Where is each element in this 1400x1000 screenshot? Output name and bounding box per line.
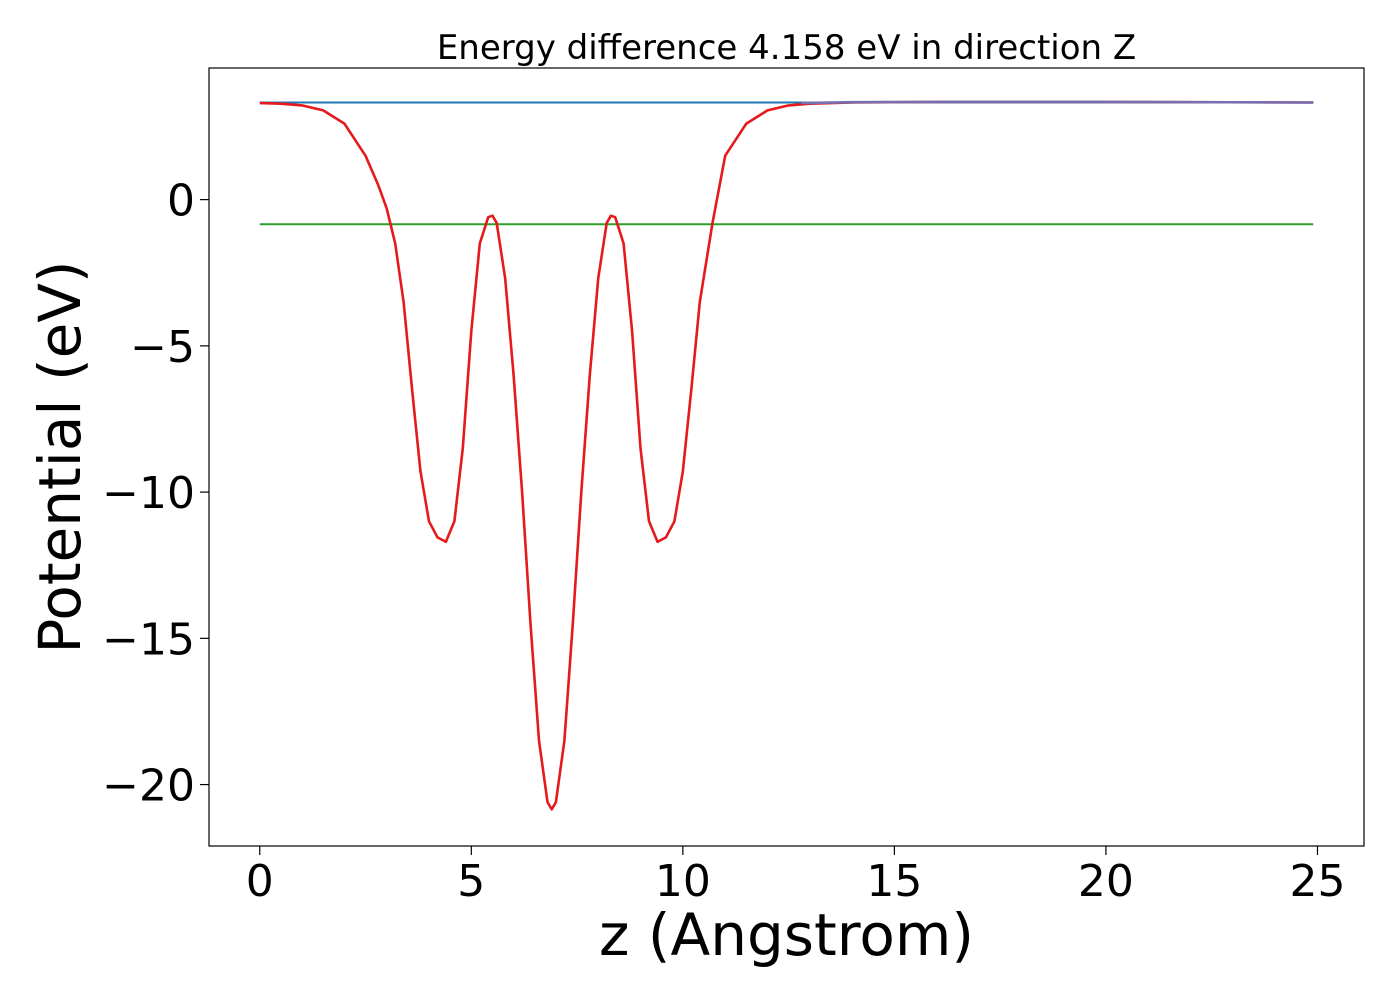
- y-tick-label: −10: [102, 468, 195, 519]
- series-line-3: [259, 100, 1314, 811]
- y-tick-label: −20: [102, 761, 195, 812]
- plot-frame: [208, 67, 1365, 847]
- y-axis-label: Potential (eV): [26, 260, 94, 653]
- x-tick-label: 0: [246, 856, 274, 907]
- y-axis-ticks: 0 −5 −10 −15 −20: [102, 176, 209, 812]
- x-tick-label: 20: [1078, 856, 1134, 907]
- x-tick-label: 5: [457, 856, 485, 907]
- x-tick-label: 10: [655, 856, 711, 907]
- x-axis-label: z (Angstrom): [599, 901, 974, 969]
- x-tick-label: 15: [866, 856, 922, 907]
- y-tick-label: −5: [130, 322, 195, 373]
- series-layer: [259, 100, 1314, 811]
- series-line-4: [801, 100, 1314, 105]
- x-tick-label: 25: [1289, 856, 1345, 907]
- chart-title: Energy difference 4.158 eV in direction …: [437, 28, 1136, 68]
- x-axis-ticks: 0 5 10 15 20 25: [246, 846, 1345, 907]
- y-tick-label: 0: [167, 176, 195, 227]
- y-tick-label: −15: [102, 614, 195, 665]
